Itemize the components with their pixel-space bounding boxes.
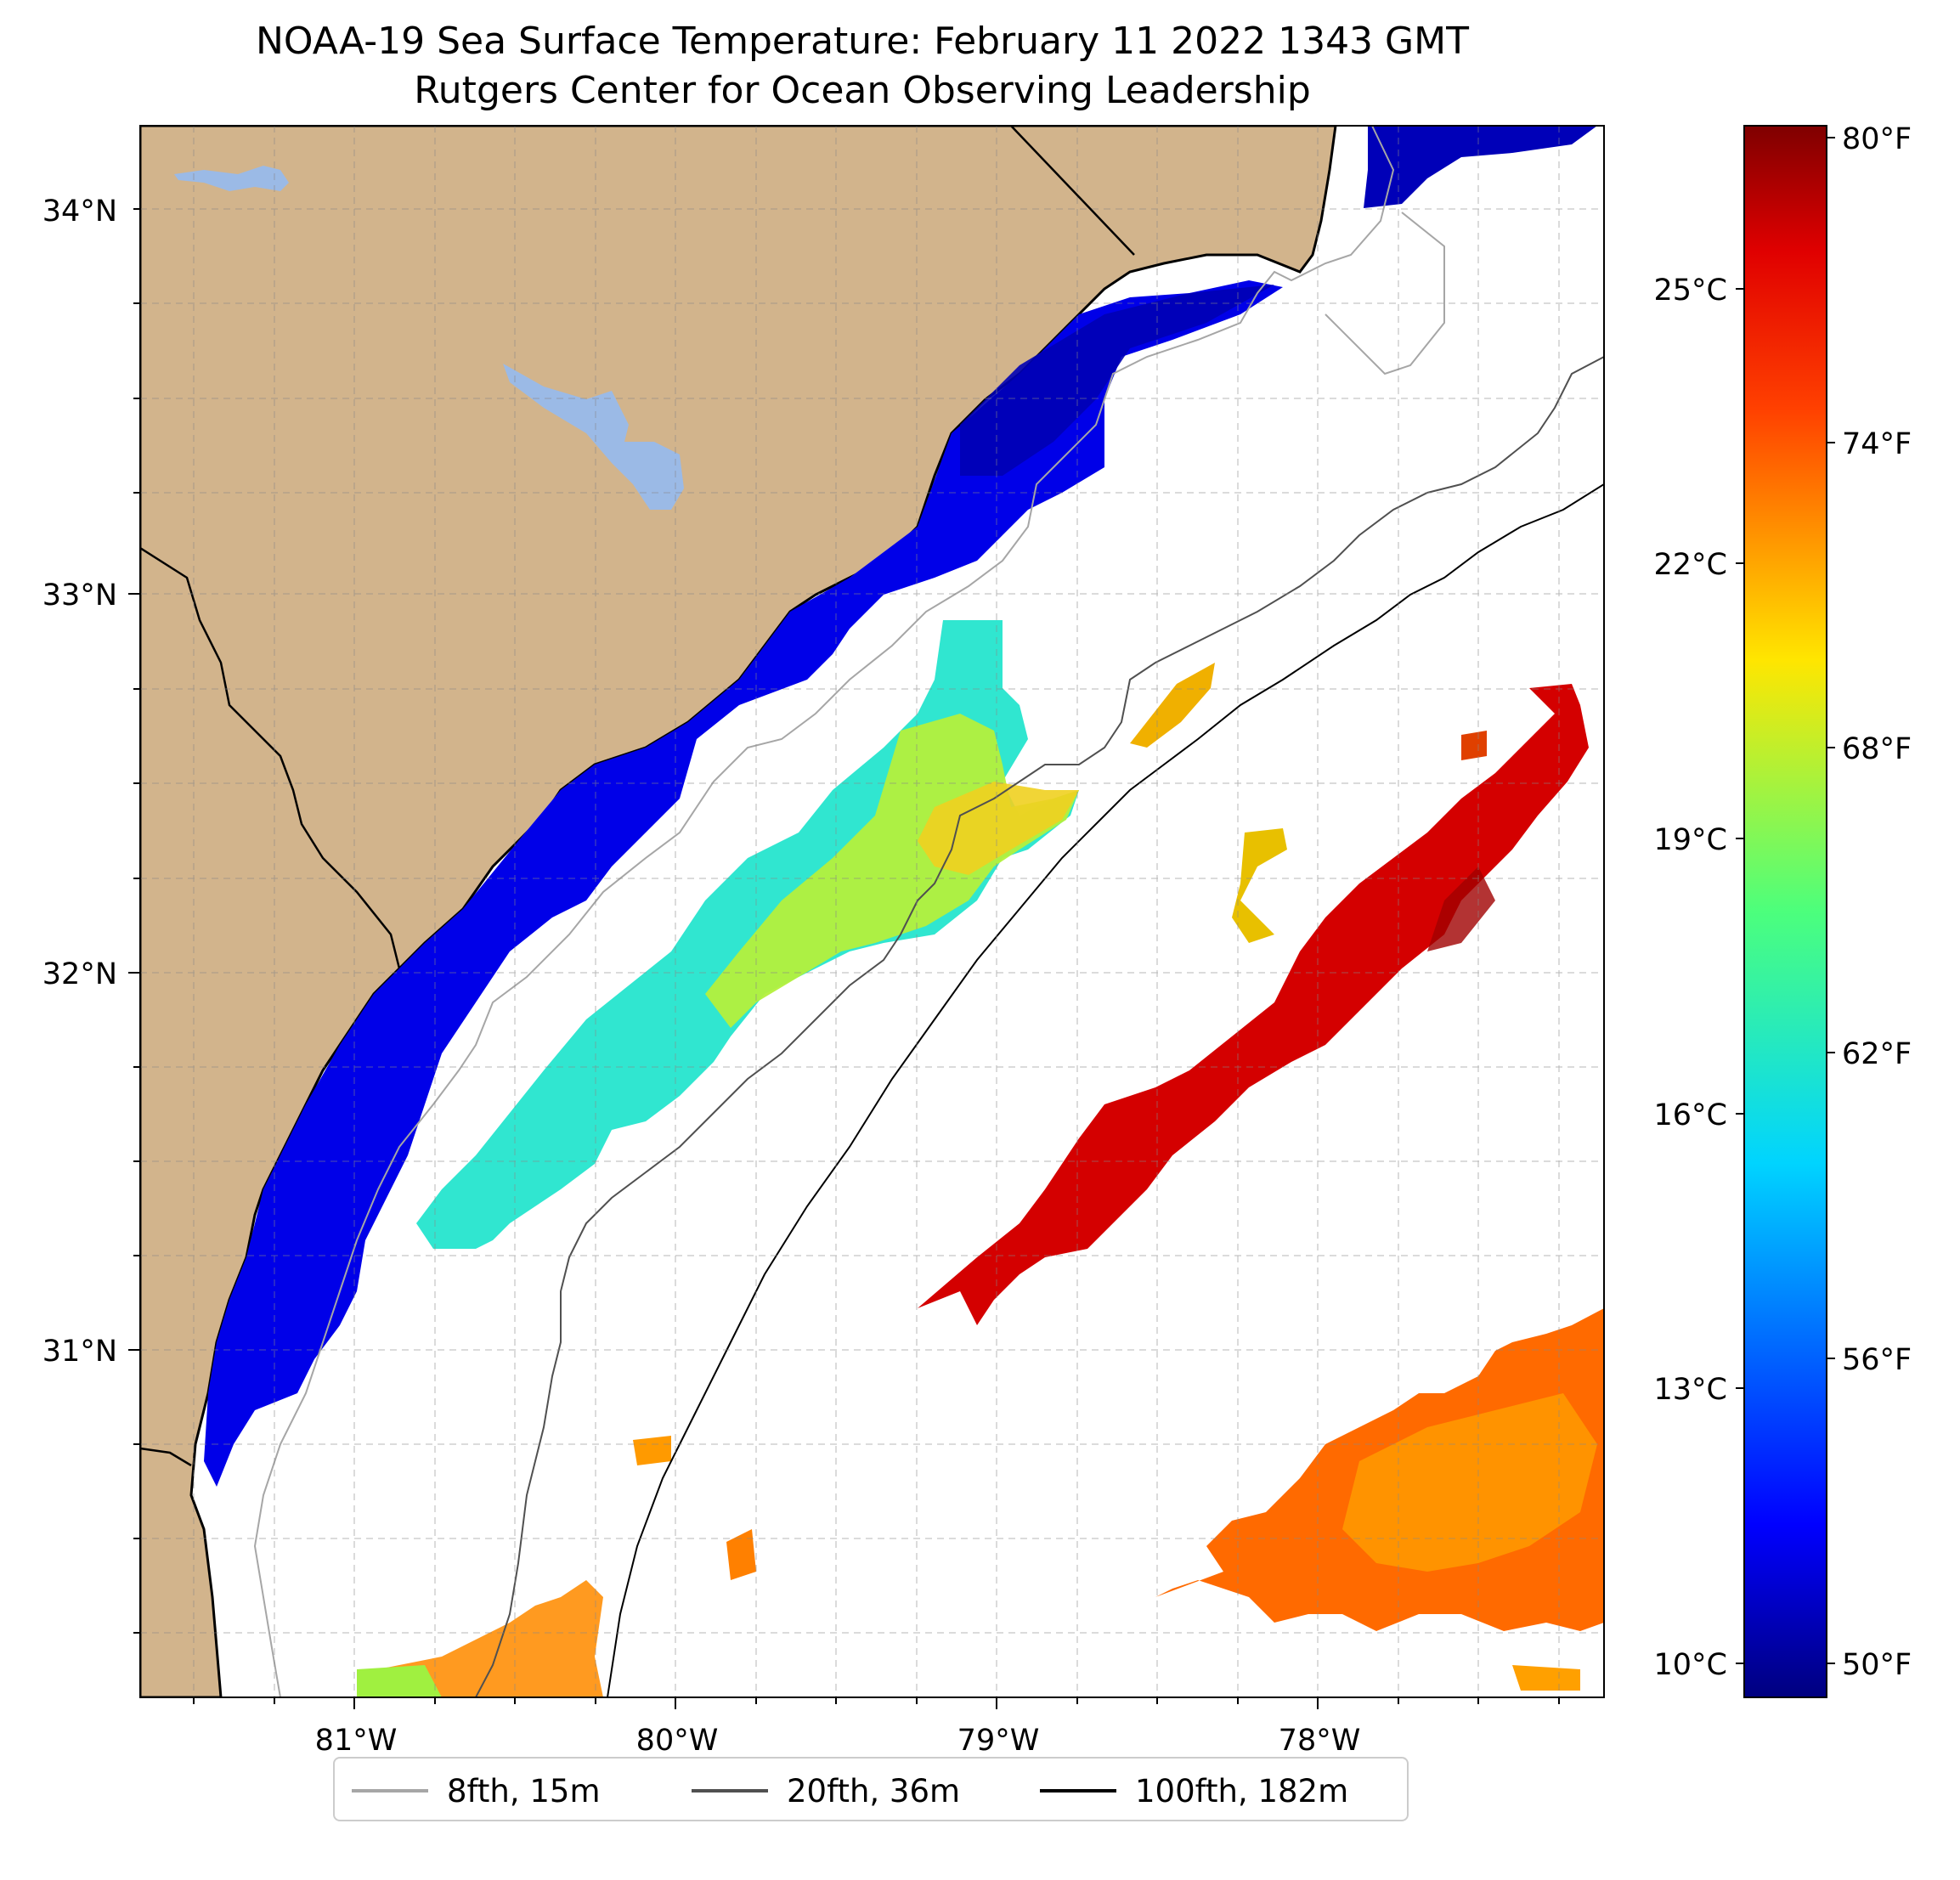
sst-cold-band-deep — [960, 285, 1274, 476]
isobath-20fth — [475, 356, 1604, 1697]
sst-southeast-orange — [1342, 1393, 1597, 1572]
sst-small-patch — [633, 1436, 671, 1465]
colorbar-celsius-label: 19°C — [1654, 823, 1727, 857]
sst-yellow — [918, 782, 1079, 875]
state-border — [140, 126, 1135, 1467]
sst-gulf-stream — [918, 684, 1589, 1325]
lon-tick-label: 79°W — [957, 1724, 1040, 1758]
lon-axis — [193, 1697, 1560, 1709]
lat-tick-label: 31°N — [42, 1335, 117, 1369]
colorbar-fahrenheit-label: 56°F — [1842, 1343, 1912, 1377]
colorbar-celsius-label: 13°C — [1654, 1373, 1727, 1407]
colorbar-celsius-label: 10°C — [1654, 1648, 1727, 1682]
sst-warm-spot — [1232, 828, 1287, 943]
lon-tick-label: 80°W — [636, 1724, 719, 1758]
legend-label: 100fth, 182m — [1135, 1772, 1349, 1809]
sst-warm-spot — [1130, 663, 1215, 748]
colorbar-celsius-label: 22°C — [1654, 548, 1727, 582]
sst-south-patch-green — [357, 1665, 442, 1697]
colorbar-fahrenheit-label: 62°F — [1842, 1037, 1912, 1071]
colorbar-fahrenheit-label: 74°F — [1842, 427, 1912, 461]
lon-tick-label: 81°W — [315, 1724, 398, 1758]
colorbar-celsius-label: 25°C — [1654, 274, 1727, 308]
colorbar-fahrenheit-label: 80°F — [1842, 122, 1912, 156]
chart-title: NOAA-19 Sea Surface Temperature: Februar… — [256, 20, 1469, 63]
legend-label: 8fth, 15m — [447, 1772, 601, 1809]
legend-line-icon — [692, 1789, 768, 1792]
lon-tick-label: 78°W — [1279, 1724, 1361, 1758]
lat-tick-label: 34°N — [42, 195, 117, 229]
legend-item-20fth: 20fth, 36m — [692, 1759, 960, 1823]
isobath-8fth — [253, 126, 1445, 1697]
legend-label: 20fth, 36m — [787, 1772, 961, 1809]
isobath-legend: 8fth, 15m 20fth, 36m 100fth, 182m — [333, 1757, 1409, 1821]
map-area[interactable] — [140, 126, 1604, 1697]
legend-line-icon — [1040, 1789, 1116, 1792]
chart-subtitle: Rutgers Center for Ocean Observing Leade… — [414, 69, 1311, 112]
legend-line-icon — [352, 1789, 428, 1792]
colorbar — [1743, 125, 1827, 1698]
lat-axis — [128, 208, 140, 1634]
sst-small-patch — [726, 1529, 756, 1580]
lake — [503, 364, 684, 510]
lat-tick-label: 32°N — [42, 957, 117, 991]
colorbar-ticks — [1736, 137, 1835, 1664]
isobath-100fth — [607, 483, 1604, 1697]
lake — [174, 166, 289, 191]
sst-southeast-patch — [1512, 1665, 1580, 1691]
lat-tick-label: 33°N — [42, 579, 117, 613]
colorbar-fahrenheit-label: 50°F — [1842, 1648, 1912, 1682]
colorbar-fahrenheit-label: 68°F — [1842, 732, 1912, 766]
sst-warm-spot — [1461, 731, 1487, 760]
sst-northeast-patch — [1364, 126, 1597, 208]
colorbar-celsius-label: 16°C — [1654, 1098, 1727, 1132]
legend-item-100fth: 100fth, 182m — [1040, 1759, 1348, 1823]
map-gridlines — [140, 126, 1604, 1697]
legend-item-8fth: 8fth, 15m — [352, 1759, 601, 1823]
map-frame — [139, 125, 1605, 1698]
